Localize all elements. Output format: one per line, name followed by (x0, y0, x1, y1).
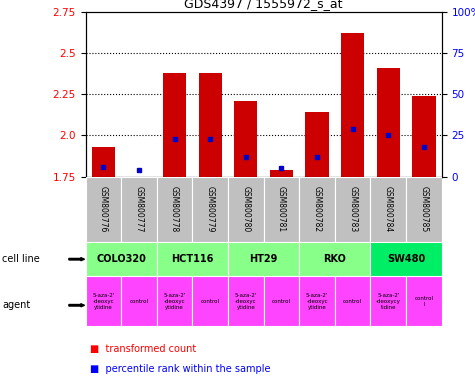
Text: control: control (272, 299, 291, 304)
Bar (412, 96, 436, 177)
Text: SW480: SW480 (387, 254, 425, 264)
Bar (228, 242, 299, 276)
Bar (264, 177, 299, 242)
Bar (299, 177, 335, 242)
Title: GDS4397 / 1555972_s_at: GDS4397 / 1555972_s_at (184, 0, 343, 10)
Text: GSM800785: GSM800785 (419, 186, 428, 232)
Text: HT29: HT29 (249, 254, 278, 264)
Bar (157, 276, 192, 326)
Text: GSM800779: GSM800779 (206, 186, 215, 232)
Bar (163, 73, 186, 177)
Bar (86, 276, 121, 326)
Text: control: control (129, 299, 148, 304)
Bar (121, 177, 157, 242)
Bar (377, 68, 400, 177)
Text: 5-aza-2'
-deoxyc
ytidine: 5-aza-2' -deoxyc ytidine (306, 293, 328, 310)
Text: GSM800782: GSM800782 (313, 186, 322, 232)
Bar (192, 276, 228, 326)
Bar (299, 276, 335, 326)
Text: ■  percentile rank within the sample: ■ percentile rank within the sample (90, 364, 271, 374)
Text: cell line: cell line (2, 254, 40, 264)
Text: GSM800783: GSM800783 (348, 186, 357, 232)
Text: GSM800780: GSM800780 (241, 186, 250, 232)
Bar (305, 112, 329, 177)
Text: 5-aza-2'
-deoxyc
ytidine: 5-aza-2' -deoxyc ytidine (235, 293, 257, 310)
Text: GSM800777: GSM800777 (134, 186, 143, 232)
Bar (370, 177, 406, 242)
Bar (228, 276, 264, 326)
Bar (121, 276, 157, 326)
Bar (406, 276, 442, 326)
Bar (299, 242, 370, 276)
Bar (192, 177, 228, 242)
Bar (86, 177, 121, 242)
Text: 5-aza-2'
-deoxycy
tidine: 5-aza-2' -deoxycy tidine (376, 293, 401, 310)
Bar (86, 242, 157, 276)
Bar (92, 147, 115, 177)
Text: HCT116: HCT116 (171, 254, 214, 264)
Bar (199, 73, 222, 177)
Text: GSM800784: GSM800784 (384, 186, 393, 232)
Text: COLO320: COLO320 (96, 254, 146, 264)
Bar (341, 33, 364, 177)
Text: ■  transformed count: ■ transformed count (90, 344, 197, 354)
Text: 5-aza-2'
-deoxyc
ytidine: 5-aza-2' -deoxyc ytidine (163, 293, 186, 310)
Text: agent: agent (2, 300, 30, 310)
Text: control
l: control l (414, 296, 433, 307)
Bar (370, 276, 406, 326)
Bar (157, 177, 192, 242)
Text: GSM800778: GSM800778 (170, 186, 179, 232)
Bar (270, 170, 293, 177)
Bar (157, 242, 228, 276)
Bar (370, 242, 442, 276)
Text: 5-aza-2'
-deoxyc
ytidine: 5-aza-2' -deoxyc ytidine (92, 293, 114, 310)
Bar (264, 276, 299, 326)
Bar (406, 177, 442, 242)
Text: GSM800776: GSM800776 (99, 186, 108, 232)
Text: control: control (343, 299, 362, 304)
Bar (335, 276, 370, 326)
Text: control: control (200, 299, 219, 304)
Bar (228, 177, 264, 242)
Bar (335, 177, 370, 242)
Bar (234, 101, 257, 177)
Text: RKO: RKO (323, 254, 346, 264)
Text: GSM800781: GSM800781 (277, 186, 286, 232)
